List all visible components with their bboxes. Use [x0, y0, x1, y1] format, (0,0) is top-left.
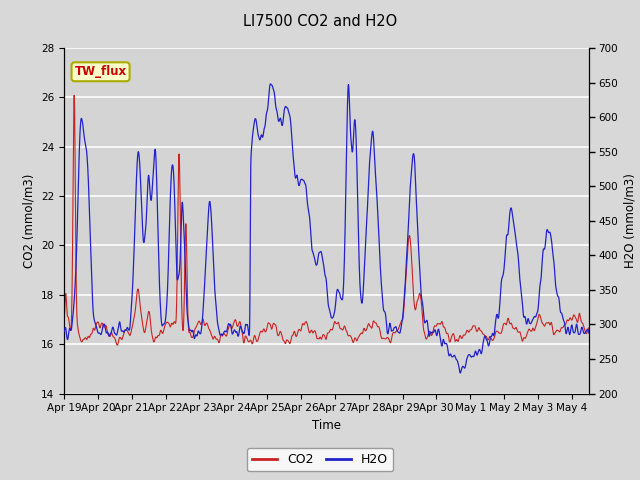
Text: TW_flux: TW_flux	[74, 65, 127, 78]
Legend: CO2, H2O: CO2, H2O	[247, 448, 393, 471]
Y-axis label: H2O (mmol/m3): H2O (mmol/m3)	[624, 173, 637, 268]
Text: LI7500 CO2 and H2O: LI7500 CO2 and H2O	[243, 14, 397, 29]
Y-axis label: CO2 (mmol/m3): CO2 (mmol/m3)	[22, 174, 35, 268]
X-axis label: Time: Time	[312, 419, 341, 432]
